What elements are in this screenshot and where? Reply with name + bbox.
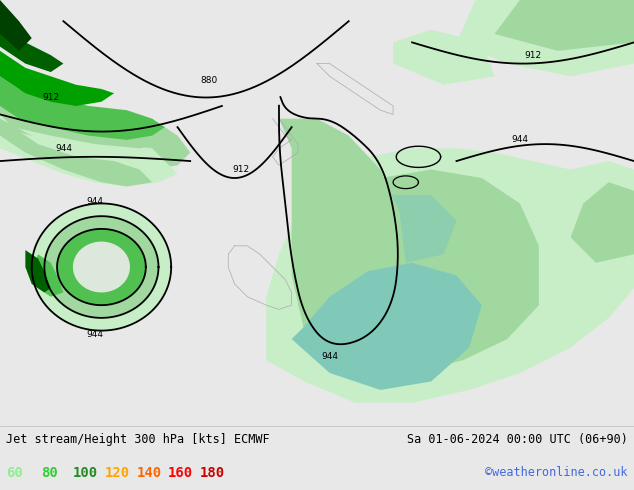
Text: 60: 60 (6, 466, 23, 480)
Polygon shape (298, 170, 539, 373)
Text: 912: 912 (524, 50, 541, 60)
Text: 944: 944 (87, 197, 103, 206)
Text: 100: 100 (73, 466, 98, 480)
Polygon shape (0, 21, 63, 72)
Polygon shape (456, 0, 634, 76)
Polygon shape (361, 195, 456, 263)
Polygon shape (0, 119, 152, 187)
Polygon shape (0, 51, 114, 106)
Polygon shape (0, 102, 165, 170)
Polygon shape (0, 85, 178, 148)
Polygon shape (495, 0, 634, 51)
Polygon shape (57, 229, 146, 305)
Text: Sa 01-06-2024 00:00 UTC (06+90): Sa 01-06-2024 00:00 UTC (06+90) (407, 433, 628, 446)
Text: 880: 880 (200, 76, 218, 85)
Polygon shape (32, 203, 171, 331)
Polygon shape (571, 182, 634, 263)
Text: 944: 944 (55, 144, 72, 153)
Text: 944: 944 (87, 330, 103, 340)
Polygon shape (0, 93, 190, 170)
Text: 944: 944 (512, 135, 528, 145)
Text: 912: 912 (232, 165, 250, 174)
Polygon shape (0, 93, 190, 170)
Text: ©weatheronline.co.uk: ©weatheronline.co.uk (485, 466, 628, 479)
Polygon shape (44, 216, 158, 318)
Polygon shape (0, 76, 165, 140)
Polygon shape (0, 0, 32, 51)
Text: 912: 912 (42, 93, 60, 102)
Polygon shape (25, 250, 51, 293)
Polygon shape (32, 254, 63, 297)
Polygon shape (292, 263, 482, 390)
Text: Jet stream/Height 300 hPa [kts] ECMWF: Jet stream/Height 300 hPa [kts] ECMWF (6, 433, 270, 446)
Text: 180: 180 (200, 466, 225, 480)
Polygon shape (393, 30, 495, 85)
Text: 120: 120 (105, 466, 130, 480)
Polygon shape (73, 242, 130, 293)
Polygon shape (266, 148, 634, 403)
Polygon shape (0, 127, 178, 187)
Text: 944: 944 (321, 351, 338, 361)
Polygon shape (279, 119, 406, 347)
Text: 80: 80 (41, 466, 58, 480)
Polygon shape (545, 161, 634, 297)
Text: 160: 160 (168, 466, 193, 480)
Text: 140: 140 (136, 466, 162, 480)
